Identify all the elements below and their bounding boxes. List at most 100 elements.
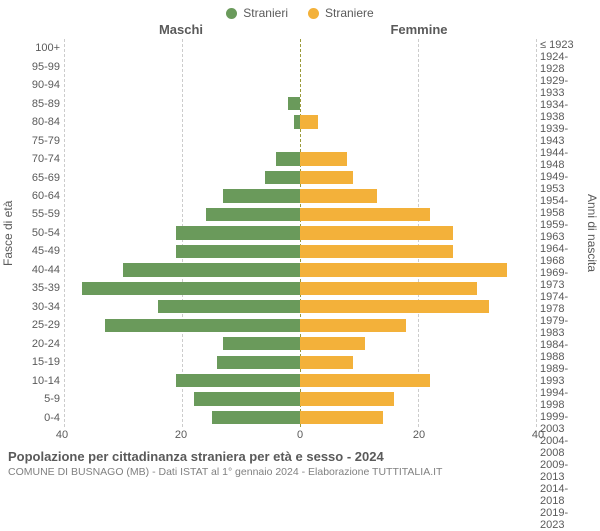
age-tick: 0-4 [16, 408, 60, 426]
bar-row [64, 205, 536, 223]
legend-label-female: Straniere [325, 6, 374, 20]
swatch-female [308, 8, 319, 19]
age-tick: 40-44 [16, 261, 60, 279]
chart-area: Fasce di età 100+95-9990-9485-8980-8475-… [0, 39, 600, 427]
bar-row [64, 131, 536, 149]
bar-female [300, 411, 383, 424]
bar-row [64, 298, 536, 316]
birth-tick: 1989-1993 [540, 363, 584, 387]
bar-male [217, 356, 300, 369]
x-tick-label: 40 [532, 429, 544, 441]
bar-male [123, 263, 300, 276]
bar-male [206, 208, 300, 221]
bar-female [300, 319, 406, 332]
bar-row [64, 57, 536, 75]
age-tick: 20-24 [16, 335, 60, 353]
birth-tick: 1954-1958 [540, 195, 584, 219]
legend-item-female: Straniere [308, 6, 374, 20]
bar-male [276, 152, 300, 165]
birth-tick: 1994-1998 [540, 387, 584, 411]
birth-tick: 1979-1983 [540, 315, 584, 339]
birth-tick: 2019-2023 [540, 507, 584, 531]
bar-female [300, 226, 453, 239]
birth-tick: 1964-1968 [540, 243, 584, 267]
header-female: Femmine [300, 22, 538, 37]
birth-tick: 2004-2008 [540, 435, 584, 459]
birth-tick: ≤ 1923 [540, 39, 584, 51]
birth-tick: 1944-1948 [540, 147, 584, 171]
bar-row [64, 94, 536, 112]
bar-male [212, 411, 301, 424]
age-tick: 55-59 [16, 205, 60, 223]
birth-tick: 1929-1933 [540, 75, 584, 99]
birth-tick: 1974-1978 [540, 291, 584, 315]
bar-row [64, 390, 536, 408]
birth-tick: 1999-2003 [540, 411, 584, 435]
bar-male [176, 226, 300, 239]
bar-male [158, 300, 300, 313]
age-tick: 80-84 [16, 113, 60, 131]
age-labels: 100+95-9990-9485-8980-8475-7970-7465-696… [16, 39, 64, 427]
birth-tick: 1969-1973 [540, 267, 584, 291]
bar-row [64, 408, 536, 426]
bar-female [300, 263, 507, 276]
age-tick: 75-79 [16, 131, 60, 149]
birth-tick: 1984-1988 [540, 339, 584, 363]
bar-female [300, 392, 394, 405]
bar-female [300, 374, 430, 387]
age-tick: 95-99 [16, 57, 60, 75]
bar-row [64, 76, 536, 94]
bar-row [64, 150, 536, 168]
age-tick: 50-54 [16, 224, 60, 242]
column-headers: Maschi Femmine [0, 22, 600, 39]
bar-row [64, 224, 536, 242]
bar-row [64, 168, 536, 186]
bar-row [64, 279, 536, 297]
bar-female [300, 115, 318, 128]
birth-tick: 1949-1953 [540, 171, 584, 195]
age-tick: 85-89 [16, 94, 60, 112]
age-tick: 60-64 [16, 187, 60, 205]
pyramid-bars [64, 39, 536, 427]
age-tick: 15-19 [16, 353, 60, 371]
birth-tick: 1959-1963 [540, 219, 584, 243]
x-tick-label: 0 [297, 429, 303, 441]
age-tick: 100+ [16, 39, 60, 57]
bar-female [300, 356, 353, 369]
age-tick: 25-29 [16, 316, 60, 334]
bar-female [300, 171, 353, 184]
age-tick: 65-69 [16, 168, 60, 186]
age-tick: 35-39 [16, 279, 60, 297]
birth-tick: 2009-2013 [540, 459, 584, 483]
bar-male [176, 374, 300, 387]
header-male: Maschi [62, 22, 300, 37]
bar-female [300, 152, 347, 165]
x-ticks: 402002040 [62, 429, 538, 443]
birth-tick: 1924-1928 [540, 51, 584, 75]
bar-row [64, 335, 536, 353]
bar-male [82, 282, 300, 295]
bar-row [64, 353, 536, 371]
age-tick: 45-49 [16, 242, 60, 260]
bar-row [64, 39, 536, 57]
x-axis: 40 20 0 20 40 [0, 427, 600, 443]
bar-male [194, 392, 300, 405]
swatch-male [226, 8, 237, 19]
chart-subtitle: COMUNE DI BUSNAGO (MB) - Dati ISTAT al 1… [8, 464, 592, 478]
birth-labels: ≤ 19231924-19281929-19331934-19381939-19… [536, 39, 584, 427]
age-tick: 30-34 [16, 298, 60, 316]
legend: Stranieri Straniere [0, 0, 600, 22]
bar-female [300, 189, 377, 202]
x-tick-label: 40 [56, 429, 68, 441]
bar-row [64, 261, 536, 279]
x-tick-label: 20 [175, 429, 187, 441]
x-tick-label: 20 [413, 429, 425, 441]
age-tick: 70-74 [16, 150, 60, 168]
bar-female [300, 245, 453, 258]
y-axis-label-right: Anni di nascita [584, 39, 600, 427]
age-tick: 90-94 [16, 76, 60, 94]
bar-male [105, 319, 300, 332]
bar-female [300, 282, 477, 295]
birth-tick: 1939-1943 [540, 123, 584, 147]
bar-row [64, 316, 536, 334]
